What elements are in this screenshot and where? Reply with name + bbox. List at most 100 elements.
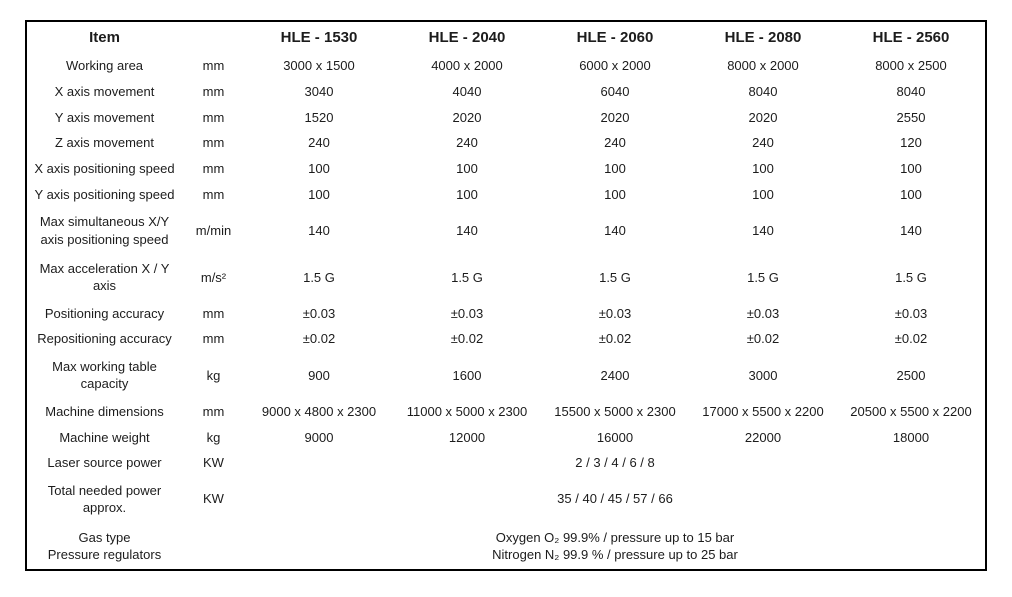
- cell-value: 1.5 G: [451, 269, 483, 285]
- cell-value: 1520: [304, 109, 334, 125]
- cell-value: ±0.02: [746, 331, 780, 347]
- row-label: Y axis movement: [54, 109, 155, 125]
- table-row: Laser source power KW 2 / 3 / 4 / 6 / 8: [27, 450, 985, 476]
- cell-value: 1.5 G: [303, 269, 335, 285]
- row-unit: m/min: [195, 222, 232, 238]
- row-label: Max acceleration X / Y axis: [39, 260, 170, 294]
- cell-value: 2020: [452, 109, 482, 125]
- cell-value: ±0.03: [746, 305, 780, 321]
- cell-value: 900: [308, 367, 330, 383]
- row-unit: mm: [202, 83, 225, 99]
- cell-value: 8000 x 2500: [875, 58, 947, 74]
- cell-value: 11000 x 5000 x 2300: [406, 403, 528, 419]
- cell-value: ±0.02: [302, 331, 336, 347]
- row-label: Max simultaneous X/Y axis positioning sp…: [39, 214, 170, 247]
- cell-value: 140: [752, 222, 774, 238]
- col-header-model-5: HLE - 2560: [872, 29, 950, 46]
- spec-table-frame: Item HLE - 1530 HLE - 2040 HLE - 2060 HL…: [25, 20, 987, 571]
- cell-span-value: 2 / 3 / 4 / 6 / 8: [575, 455, 655, 471]
- table-row: Y axis movement mm 1520 2020 2020 2020 2550: [27, 104, 985, 130]
- row-unit: KW: [203, 455, 224, 471]
- cell-value: ±0.03: [302, 305, 336, 321]
- table-row: Y axis positioning speed mm 100 100 100 100 10…: [27, 181, 985, 207]
- table-row: X axis movement mm 3040 4040 6040 8040 8040: [27, 79, 985, 105]
- col-header-unit: [182, 22, 245, 53]
- table-row: Max simultaneous X/Y axis positioning sp…: [27, 207, 985, 254]
- row-unit: mm: [202, 186, 225, 202]
- header-row: Item HLE - 1530 HLE - 2040 HLE - 2060 HL…: [27, 22, 985, 53]
- row-label: Gas type Pressure regulators: [47, 529, 162, 562]
- cell-value: 2020: [600, 109, 630, 125]
- cell-value: ±0.02: [598, 331, 632, 347]
- table-row: X axis positioning speed mm 100 100 100 100 10…: [27, 156, 985, 182]
- cell-value: 2500: [896, 367, 926, 383]
- cell-value: 3000: [748, 367, 778, 383]
- cell-value: 140: [308, 222, 330, 238]
- row-unit: mm: [202, 135, 225, 151]
- cell-value: 100: [604, 161, 626, 177]
- cell-value: 2550: [896, 109, 926, 125]
- row-label: Y axis positioning speed: [34, 186, 175, 202]
- spec-table-body: Working area mm 3000 x 1500 4000 x 2000 6000…: [27, 53, 985, 569]
- cell-value: 9000: [304, 429, 334, 445]
- col-header-model-4: HLE - 2080: [724, 29, 802, 46]
- cell-value: 1.5 G: [747, 269, 779, 285]
- cell-value: 100: [308, 161, 330, 177]
- row-unit: kg: [206, 429, 221, 445]
- cell-value: 2400: [600, 367, 630, 383]
- cell-value: 100: [456, 186, 478, 202]
- table-row: Working area mm 3000 x 1500 4000 x 2000 6000…: [27, 53, 985, 79]
- cell-value: 100: [456, 161, 478, 177]
- cell-value: 240: [308, 135, 330, 151]
- row-label: Max working table capacity: [52, 359, 157, 392]
- cell-value: ±0.02: [894, 331, 928, 347]
- cell-value: 100: [308, 186, 330, 202]
- table-row: Positioning accuracy mm ±0.03 ±0.03 ±0.03 ±0.…: [27, 300, 985, 326]
- cell-value: 140: [604, 222, 626, 238]
- cell-value: 100: [900, 186, 922, 202]
- row-unit: mm: [202, 403, 225, 419]
- row-unit: mm: [202, 109, 225, 125]
- row-unit: mm: [202, 331, 225, 347]
- cell-value: 15500 x 5000 x 2300: [554, 403, 676, 419]
- row-label: Z axis movement: [55, 135, 154, 151]
- table-row: Max working table capacity kg 900 1600 2400 3…: [27, 352, 985, 399]
- spec-table: Item HLE - 1530 HLE - 2040 HLE - 2060 HL…: [27, 22, 985, 569]
- col-header-model-2: HLE - 2040: [428, 29, 506, 46]
- cell-value: 100: [752, 161, 774, 177]
- cell-value: 100: [900, 161, 922, 177]
- table-row: Gas type Pressure regulators Oxygen O₂ 99…: [27, 522, 985, 569]
- row-unit: [182, 522, 245, 569]
- row-unit: KW: [203, 491, 224, 507]
- cell-value: ±0.03: [894, 305, 928, 321]
- cell-value: ±0.02: [450, 331, 484, 347]
- row-unit: mm: [202, 161, 225, 177]
- cell-value: 8040: [896, 83, 926, 99]
- cell-span-value: Oxygen O₂ 99.9% / pressure up to 15 bar …: [492, 529, 738, 562]
- row-label: Laser source power: [47, 455, 162, 471]
- cell-value: 3000 x 1500: [283, 58, 355, 74]
- row-label: Positioning accuracy: [44, 305, 165, 321]
- cell-value: 22000: [744, 429, 782, 445]
- cell-value: 1600: [452, 367, 482, 383]
- cell-value: 17000 x 5500 x 2200: [702, 403, 824, 419]
- cell-value: 18000: [892, 429, 930, 445]
- cell-value: ±0.03: [598, 305, 632, 321]
- row-label: Total needed power approx.: [47, 482, 162, 515]
- row-unit: mm: [202, 58, 225, 74]
- cell-span-value: 35 / 40 / 45 / 57 / 66: [557, 491, 673, 507]
- cell-value: 4000 x 2000: [431, 58, 503, 74]
- col-header-model-3: HLE - 2060: [576, 29, 654, 46]
- cell-value: 6000 x 2000: [579, 58, 651, 74]
- cell-value: 240: [752, 135, 774, 151]
- cell-value: 140: [900, 222, 922, 238]
- table-row: Repositioning accuracy mm ±0.02 ±0.02 ±0.02 ±…: [27, 326, 985, 352]
- cell-value: 240: [604, 135, 626, 151]
- cell-value: 100: [604, 186, 626, 202]
- row-unit: kg: [206, 367, 221, 383]
- table-row: Machine dimensions mm 9000 x 4800 x 2300 11…: [27, 399, 985, 425]
- table-row: Max acceleration X / Y axis m/s² 1.5 G 1.5 …: [27, 254, 985, 301]
- cell-value: 4040: [452, 83, 482, 99]
- cell-value: 6040: [600, 83, 630, 99]
- cell-value: 3040: [304, 83, 334, 99]
